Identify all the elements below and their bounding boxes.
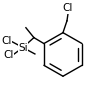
- Text: Cl: Cl: [3, 50, 14, 60]
- Text: Cl: Cl: [63, 3, 73, 13]
- Text: Si: Si: [18, 42, 28, 53]
- Text: Cl: Cl: [1, 36, 12, 46]
